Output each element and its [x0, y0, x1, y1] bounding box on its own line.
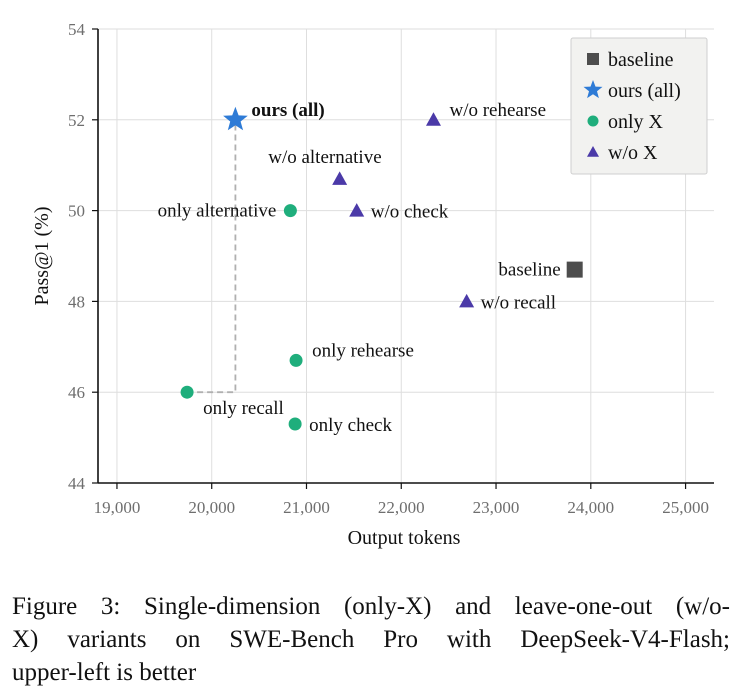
data-point-circle: [288, 417, 302, 431]
legend-label: ours (all): [608, 80, 681, 102]
data-label: baseline: [498, 260, 560, 281]
legend-marker-square: [587, 53, 599, 65]
data-label: w/o recall: [481, 292, 556, 313]
y-tick-label: 48: [68, 292, 85, 311]
data-point-square: [566, 261, 583, 278]
x-axis-title: Output tokens: [348, 527, 461, 549]
data-label: only check: [309, 415, 392, 436]
data-label: w/o check: [371, 202, 449, 223]
y-tick-label: 46: [68, 383, 85, 402]
legend-marker-triangle: [587, 146, 599, 157]
data-point-circle: [180, 385, 194, 399]
y-tick-label: 52: [68, 111, 85, 130]
data-label: w/o alternative: [268, 147, 381, 168]
data-label: only rehearse: [312, 340, 414, 361]
data-point-triangle: [332, 171, 348, 185]
data-point-triangle: [425, 112, 441, 126]
figure-caption: Figure 3: Single-dimension (only-X) and …: [12, 590, 730, 689]
data-label: w/o rehearse: [449, 100, 546, 121]
y-tick-label: 54: [68, 20, 86, 39]
x-tick-label: 21,000: [283, 498, 330, 517]
legend-label: only X: [608, 111, 664, 133]
y-tick-label: 44: [68, 474, 86, 493]
x-tick-label: 25,000: [662, 498, 709, 517]
caption-line-2: X) variants on SWE-Bench Pro with DeepSe…: [12, 626, 730, 653]
x-tick-label: 20,000: [188, 498, 235, 517]
x-tick-label: 23,000: [473, 498, 520, 517]
legend-box: [570, 37, 708, 175]
chart-svg: 19,000 20,000 21,000 22,000 23,000 24,000 25,0…: [31, 20, 714, 549]
legend-label: baseline: [608, 49, 674, 71]
scatter-chart: 19,000 20,000 21,000 22,000 23,000 24,000 25,0…: [31, 20, 714, 549]
data-point-circle: [283, 204, 297, 218]
legend-label: w/o X: [608, 142, 658, 164]
x-tick-label: 24,000: [567, 498, 614, 517]
data-point-triangle: [459, 293, 475, 308]
y-tick-label: 50: [68, 202, 85, 221]
legend-marker-circle: [587, 115, 599, 127]
data-label: only recall: [203, 398, 284, 419]
x-tick-label: 22,000: [378, 498, 425, 517]
data-label: ours (all): [251, 100, 324, 121]
x-tick-label: 19,000: [94, 498, 141, 517]
data-point-triangle: [349, 203, 365, 217]
caption-line-1: Figure 3: Single-dimension (only-X) and …: [12, 593, 730, 620]
data-point-circle: [289, 353, 303, 367]
legend-marker-star: [583, 80, 603, 99]
caption-line-3: upper-left is better: [12, 659, 197, 686]
data-label: only alternative: [158, 201, 277, 222]
y-axis-title: Pass@1 (%): [31, 207, 53, 306]
data-point-star: [223, 106, 248, 131]
